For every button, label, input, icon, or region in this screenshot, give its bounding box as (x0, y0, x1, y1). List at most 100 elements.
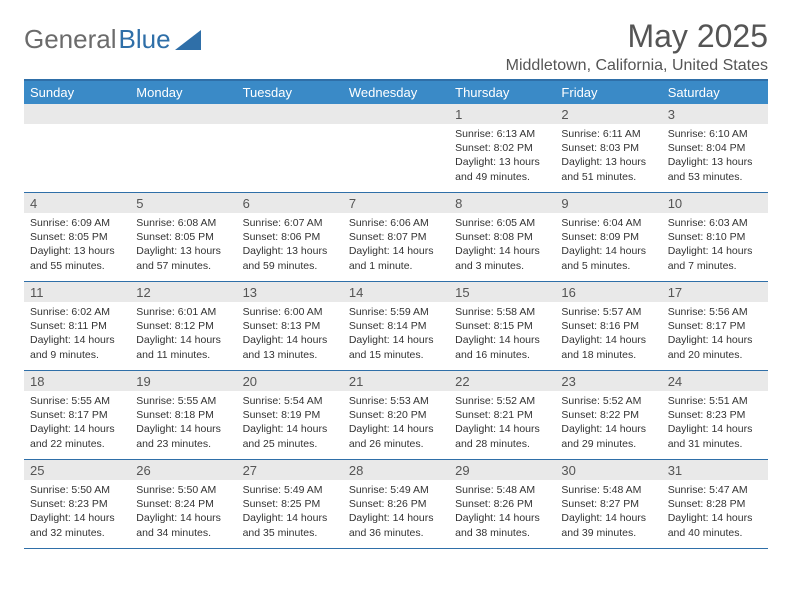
day-info: Sunrise: 6:01 AMSunset: 8:12 PMDaylight:… (130, 302, 236, 366)
day-info: Sunrise: 5:52 AMSunset: 8:21 PMDaylight:… (449, 391, 555, 455)
daylight-text-2: and 23 minutes. (136, 437, 230, 451)
sunset-text: Sunset: 8:27 PM (561, 497, 655, 511)
sunrise-text: Sunrise: 5:59 AM (349, 305, 443, 319)
daylight-text-1: Daylight: 14 hours (668, 333, 762, 347)
day-number: 4 (24, 193, 130, 213)
calendar-cell: 21Sunrise: 5:53 AMSunset: 8:20 PMDayligh… (343, 371, 449, 459)
logo-text-a: General (24, 24, 117, 55)
day-number: 21 (343, 371, 449, 391)
title-block: May 2025 Middletown, California, United … (506, 18, 768, 75)
day-header-row: Sunday Monday Tuesday Wednesday Thursday… (24, 81, 768, 104)
day-info: Sunrise: 5:55 AMSunset: 8:18 PMDaylight:… (130, 391, 236, 455)
daylight-text-2: and 28 minutes. (455, 437, 549, 451)
day-number: 18 (24, 371, 130, 391)
sunset-text: Sunset: 8:04 PM (668, 141, 762, 155)
calendar-cell (237, 104, 343, 192)
month-title: May 2025 (506, 18, 768, 55)
day-info: Sunrise: 5:47 AMSunset: 8:28 PMDaylight:… (662, 480, 768, 544)
day-info: Sunrise: 6:11 AMSunset: 8:03 PMDaylight:… (555, 124, 661, 188)
calendar-cell: 12Sunrise: 6:01 AMSunset: 8:12 PMDayligh… (130, 282, 236, 370)
daylight-text-1: Daylight: 13 hours (561, 155, 655, 169)
day-number: 7 (343, 193, 449, 213)
logo: GeneralBlue (24, 18, 201, 55)
calendar-cell: 15Sunrise: 5:58 AMSunset: 8:15 PMDayligh… (449, 282, 555, 370)
day-number (24, 104, 130, 124)
daylight-text-1: Daylight: 14 hours (349, 244, 443, 258)
daylight-text-2: and 59 minutes. (243, 259, 337, 273)
daylight-text-1: Daylight: 14 hours (243, 333, 337, 347)
sunrise-text: Sunrise: 6:10 AM (668, 127, 762, 141)
sunrise-text: Sunrise: 6:13 AM (455, 127, 549, 141)
calendar-cell (24, 104, 130, 192)
sunrise-text: Sunrise: 6:08 AM (136, 216, 230, 230)
day-info: Sunrise: 5:50 AMSunset: 8:24 PMDaylight:… (130, 480, 236, 544)
calendar-cell: 10Sunrise: 6:03 AMSunset: 8:10 PMDayligh… (662, 193, 768, 281)
daylight-text-2: and 25 minutes. (243, 437, 337, 451)
day-number: 26 (130, 460, 236, 480)
calendar-week: 4Sunrise: 6:09 AMSunset: 8:05 PMDaylight… (24, 193, 768, 282)
day-number: 3 (662, 104, 768, 124)
sunset-text: Sunset: 8:13 PM (243, 319, 337, 333)
calendar-week: 25Sunrise: 5:50 AMSunset: 8:23 PMDayligh… (24, 460, 768, 549)
day-number: 17 (662, 282, 768, 302)
daylight-text-1: Daylight: 13 hours (30, 244, 124, 258)
daylight-text-2: and 38 minutes. (455, 526, 549, 540)
daylight-text-1: Daylight: 14 hours (243, 511, 337, 525)
calendar-cell: 30Sunrise: 5:48 AMSunset: 8:27 PMDayligh… (555, 460, 661, 548)
calendar-cell: 6Sunrise: 6:07 AMSunset: 8:06 PMDaylight… (237, 193, 343, 281)
daylight-text-1: Daylight: 14 hours (668, 244, 762, 258)
daylight-text-1: Daylight: 14 hours (455, 244, 549, 258)
day-number: 30 (555, 460, 661, 480)
sunset-text: Sunset: 8:23 PM (668, 408, 762, 422)
calendar-cell: 13Sunrise: 6:00 AMSunset: 8:13 PMDayligh… (237, 282, 343, 370)
calendar-cell: 28Sunrise: 5:49 AMSunset: 8:26 PMDayligh… (343, 460, 449, 548)
calendar-week: 11Sunrise: 6:02 AMSunset: 8:11 PMDayligh… (24, 282, 768, 371)
calendar-cell: 2Sunrise: 6:11 AMSunset: 8:03 PMDaylight… (555, 104, 661, 192)
logo-text-b: Blue (119, 24, 171, 55)
day-info: Sunrise: 5:49 AMSunset: 8:25 PMDaylight:… (237, 480, 343, 544)
day-number (343, 104, 449, 124)
calendar-cell: 29Sunrise: 5:48 AMSunset: 8:26 PMDayligh… (449, 460, 555, 548)
daylight-text-2: and 15 minutes. (349, 348, 443, 362)
day-number: 11 (24, 282, 130, 302)
calendar-cell: 14Sunrise: 5:59 AMSunset: 8:14 PMDayligh… (343, 282, 449, 370)
calendar-cell: 16Sunrise: 5:57 AMSunset: 8:16 PMDayligh… (555, 282, 661, 370)
calendar-week: 1Sunrise: 6:13 AMSunset: 8:02 PMDaylight… (24, 104, 768, 193)
day-number: 23 (555, 371, 661, 391)
daylight-text-2: and 49 minutes. (455, 170, 549, 184)
sunset-text: Sunset: 8:14 PM (349, 319, 443, 333)
day-number: 28 (343, 460, 449, 480)
daylight-text-1: Daylight: 14 hours (455, 422, 549, 436)
day-info: Sunrise: 5:50 AMSunset: 8:23 PMDaylight:… (24, 480, 130, 544)
sunset-text: Sunset: 8:10 PM (668, 230, 762, 244)
daylight-text-2: and 35 minutes. (243, 526, 337, 540)
daylight-text-2: and 55 minutes. (30, 259, 124, 273)
sunset-text: Sunset: 8:26 PM (349, 497, 443, 511)
calendar-grid: Sunday Monday Tuesday Wednesday Thursday… (24, 79, 768, 549)
sunset-text: Sunset: 8:12 PM (136, 319, 230, 333)
daylight-text-2: and 9 minutes. (30, 348, 124, 362)
sunrise-text: Sunrise: 5:52 AM (561, 394, 655, 408)
dayhead-sun: Sunday (24, 81, 130, 104)
day-info: Sunrise: 5:58 AMSunset: 8:15 PMDaylight:… (449, 302, 555, 366)
daylight-text-2: and 13 minutes. (243, 348, 337, 362)
calendar-cell: 26Sunrise: 5:50 AMSunset: 8:24 PMDayligh… (130, 460, 236, 548)
location-text: Middletown, California, United States (506, 57, 768, 75)
calendar-cell: 3Sunrise: 6:10 AMSunset: 8:04 PMDaylight… (662, 104, 768, 192)
sunset-text: Sunset: 8:07 PM (349, 230, 443, 244)
sunset-text: Sunset: 8:02 PM (455, 141, 549, 155)
day-number: 24 (662, 371, 768, 391)
sunset-text: Sunset: 8:21 PM (455, 408, 549, 422)
sunrise-text: Sunrise: 5:55 AM (136, 394, 230, 408)
day-info: Sunrise: 5:59 AMSunset: 8:14 PMDaylight:… (343, 302, 449, 366)
daylight-text-2: and 51 minutes. (561, 170, 655, 184)
day-number: 29 (449, 460, 555, 480)
daylight-text-1: Daylight: 14 hours (136, 422, 230, 436)
daylight-text-2: and 57 minutes. (136, 259, 230, 273)
sunrise-text: Sunrise: 6:07 AM (243, 216, 337, 230)
dayhead-thu: Thursday (449, 81, 555, 104)
calendar-cell: 19Sunrise: 5:55 AMSunset: 8:18 PMDayligh… (130, 371, 236, 459)
day-info: Sunrise: 5:53 AMSunset: 8:20 PMDaylight:… (343, 391, 449, 455)
sunset-text: Sunset: 8:20 PM (349, 408, 443, 422)
sunrise-text: Sunrise: 6:04 AM (561, 216, 655, 230)
